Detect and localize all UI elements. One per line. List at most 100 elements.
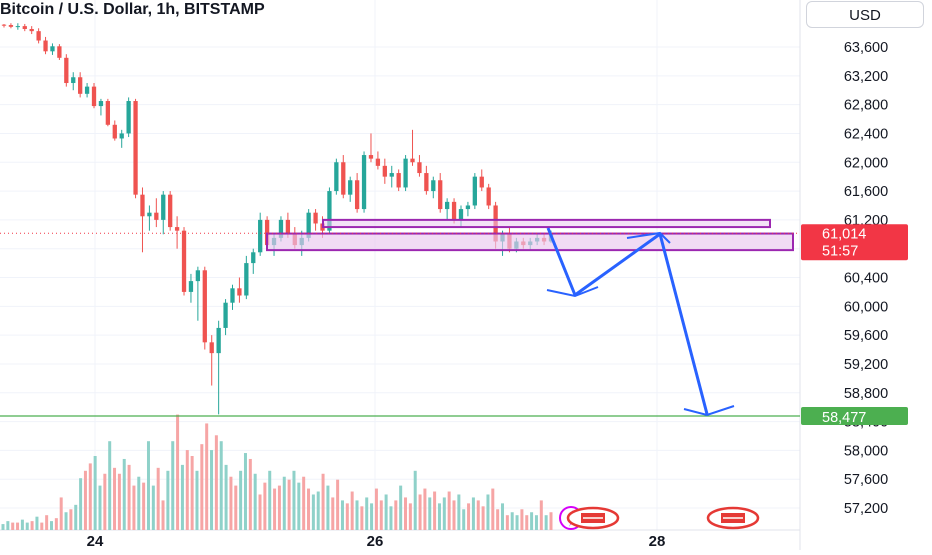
volume-bar [501, 503, 505, 530]
volume-bar [64, 512, 68, 530]
y-tick-label: 62,800 [844, 98, 888, 114]
candle-body [264, 219, 270, 246]
volume-bar [59, 497, 63, 530]
volume-bar [350, 491, 354, 530]
volume-bar [520, 509, 524, 530]
candle-body [472, 176, 477, 206]
volume-bar [45, 515, 49, 530]
volume-bar [6, 521, 10, 530]
candle-body [57, 46, 62, 58]
candle-body [375, 158, 381, 166]
candle-body [195, 270, 201, 282]
candle-body [244, 263, 249, 296]
volume-bar [467, 503, 471, 530]
volume-bar [253, 473, 257, 530]
volume-bar [360, 506, 364, 530]
volume-bar [180, 464, 184, 530]
candle-body [306, 212, 311, 238]
candle-body [64, 57, 69, 84]
volume-bar [345, 503, 349, 530]
volume-bar [365, 497, 369, 530]
candle-body [368, 155, 374, 159]
candle-body [43, 40, 48, 52]
candle-body [313, 212, 318, 224]
candle-body [147, 212, 152, 217]
y-tick-label: 57,200 [844, 501, 888, 517]
candle-body [181, 230, 187, 292]
volume-bar [525, 515, 529, 530]
y-tick-label: 63,600 [844, 40, 888, 56]
candle-body [361, 155, 367, 210]
candle-body [15, 26, 20, 28]
volume-bar [326, 485, 330, 530]
volume-bar [433, 491, 437, 530]
volume-bar [200, 444, 204, 530]
volume-bar [423, 488, 427, 530]
y-tick-label: 57,600 [844, 472, 888, 488]
volume-bar [214, 435, 218, 530]
candle-body [403, 158, 408, 188]
volume-bar [263, 482, 267, 530]
volume-bar [442, 497, 446, 530]
volume-bar [156, 467, 160, 530]
projection-path [546, 227, 709, 415]
currency-button[interactable]: USD [806, 1, 924, 28]
volume-bar [88, 463, 92, 530]
candle-body [133, 101, 138, 195]
volume-bar [549, 512, 553, 530]
volume-bar [355, 500, 359, 530]
volume-bar [185, 450, 189, 530]
volume-bar [20, 519, 24, 530]
candle-body [105, 101, 111, 125]
x-tick-label: 26 [367, 533, 384, 550]
volume-bar [307, 488, 311, 530]
event-marker[interactable] [706, 506, 760, 530]
y-tick-label: 58,000 [844, 443, 888, 459]
candle-body [50, 46, 55, 52]
volume-bar [224, 464, 228, 530]
current-price-label: 61,014 [822, 226, 866, 242]
volume-bar [287, 479, 291, 530]
candle-body [216, 327, 221, 354]
volume-bar [137, 476, 141, 530]
volume-bar [132, 485, 136, 530]
candle-body [168, 194, 173, 228]
volume-bar [496, 509, 500, 530]
volume-bar [418, 494, 422, 530]
candle-body [84, 86, 90, 94]
candle-body [174, 227, 180, 231]
volume-bar [273, 488, 277, 530]
candle-body [202, 270, 207, 343]
candle-body [396, 173, 401, 188]
candle-body [209, 342, 214, 354]
candle-body [126, 101, 131, 134]
candle-body [8, 25, 14, 27]
volume-bar [340, 500, 344, 530]
volume-bar [205, 423, 209, 530]
volume-bar [292, 470, 296, 530]
volume-bar [384, 494, 388, 530]
arrowhead-1 [546, 286, 599, 298]
volume-bar [471, 497, 475, 530]
volume-bar [462, 509, 466, 530]
volume-bar [394, 500, 398, 530]
candle-body [223, 302, 228, 328]
volume-bar [302, 476, 306, 530]
volume-bar [544, 515, 548, 530]
volume-bar [166, 470, 170, 530]
volume-bar [103, 473, 107, 530]
volume-bar [515, 515, 519, 530]
event-marker[interactable] [559, 506, 620, 530]
volume-bar [389, 506, 393, 530]
volume-bar [510, 512, 514, 530]
volume-bar [117, 473, 121, 530]
candle-body [71, 77, 76, 84]
candle-body [140, 194, 145, 217]
volume-bar [321, 473, 325, 530]
volume-bar [98, 485, 102, 530]
volume-bar [234, 485, 238, 530]
volume-bar [108, 441, 112, 530]
support-price-label: 58,477 [822, 410, 866, 426]
